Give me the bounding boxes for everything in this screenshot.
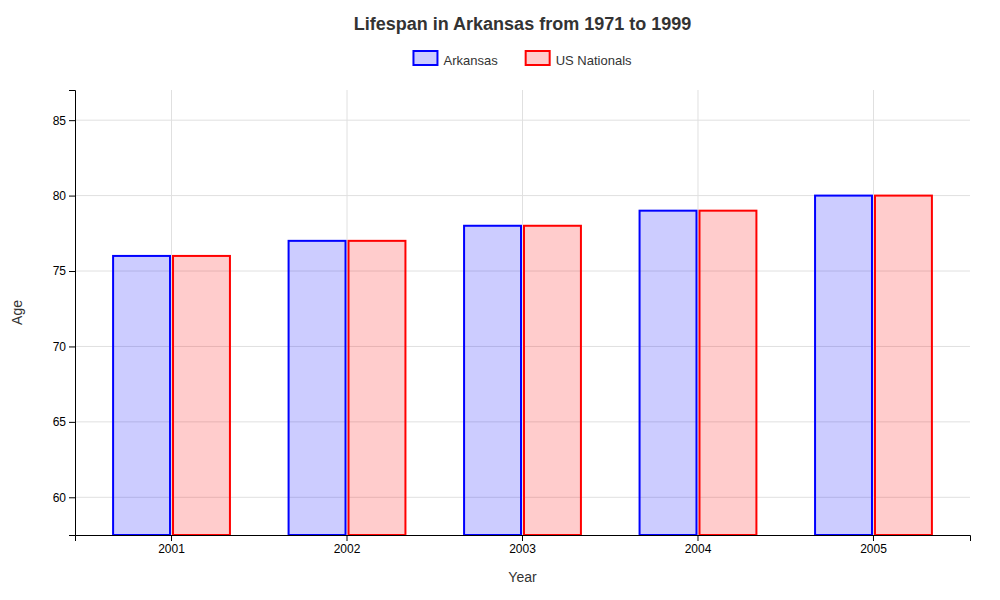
plot-area: 60 65 70 75 80 85 2001 2002 2003 2004 2005: [53, 90, 971, 556]
y-tick: 70: [53, 340, 75, 354]
y-tick: 75: [53, 264, 75, 278]
y-axis-title: Age: [9, 300, 25, 325]
y-tick-mark: [69, 196, 75, 197]
bar: [524, 226, 581, 535]
x-tick-label: 2005: [860, 542, 887, 556]
y-tick: 80: [53, 189, 75, 203]
bar: [464, 226, 521, 535]
legend-item: Arkansas: [413, 51, 498, 68]
y-tick-mark: [69, 346, 75, 347]
x-tick-mark: [171, 535, 172, 541]
grid-line-x: [347, 90, 348, 535]
x-tick-mark: [697, 535, 698, 541]
y-tick-mark: [69, 120, 75, 121]
legend-label: Arkansas: [443, 53, 498, 68]
y-tick: 60: [53, 491, 75, 505]
grid-line-x: [873, 90, 874, 535]
y-axis-line: [69, 91, 76, 536]
chart-svg: 60 65 70 75 80 85 2001 2002 2003 2004 2005 Lifespan…: [0, 0, 1000, 600]
x-tick: 2001: [158, 535, 185, 556]
bar: [113, 256, 170, 535]
bar: [640, 211, 697, 535]
legend: Arkansas US Nationals: [413, 51, 632, 68]
legend-swatch: [526, 51, 550, 65]
y-axis: 60 65 70 75 80 85: [53, 91, 76, 536]
x-tick: 2004: [685, 535, 712, 556]
x-tick: 2002: [334, 535, 361, 556]
x-tick-label: 2001: [158, 542, 185, 556]
chart-container: 60 65 70 75 80 85 2001 2002 2003 2004 2005 Lifespan…: [0, 0, 1000, 600]
y-tick-label: 80: [53, 189, 67, 203]
y-tick-label: 65: [53, 415, 67, 429]
bar-series: [173, 196, 932, 535]
title: Lifespan in Arkansas from 1971 to 1999: [354, 14, 691, 34]
x-tick-mark: [347, 535, 348, 541]
bars: [113, 196, 932, 535]
bar: [173, 256, 230, 535]
bar: [289, 241, 346, 535]
y-tick-mark: [69, 497, 75, 498]
y-tick-label: 85: [53, 114, 67, 128]
y-tick-mark: [69, 422, 75, 423]
x-axis: 2001 2002 2003 2004 2005: [76, 535, 971, 556]
grid: [75, 90, 970, 535]
bar-series: [113, 196, 872, 535]
y-tick-label: 75: [53, 264, 67, 278]
x-tick: 2003: [509, 535, 536, 556]
legend-swatch: [413, 51, 437, 65]
y-tick: 85: [53, 114, 75, 128]
x-tick-label: 2004: [685, 542, 712, 556]
y-tick-label: 60: [53, 491, 67, 505]
x-tick: 2005: [860, 535, 887, 556]
bar: [815, 196, 872, 535]
grid-line-x: [522, 90, 523, 535]
grid-line-x: [697, 90, 698, 535]
x-tick-mark: [522, 535, 523, 541]
bar: [699, 211, 756, 535]
bar: [875, 196, 932, 535]
x-axis-line: [76, 536, 971, 542]
grid-line-x: [171, 90, 172, 535]
x-tick-label: 2003: [509, 542, 536, 556]
legend-label: US Nationals: [556, 53, 632, 68]
x-axis-title: Year: [508, 569, 537, 585]
legend-item: US Nationals: [526, 51, 632, 68]
y-tick-label: 70: [53, 340, 67, 354]
x-tick-mark: [873, 535, 874, 541]
y-tick: 65: [53, 415, 75, 429]
bar: [349, 241, 406, 535]
y-tick-mark: [69, 271, 75, 272]
x-tick-label: 2002: [334, 542, 361, 556]
